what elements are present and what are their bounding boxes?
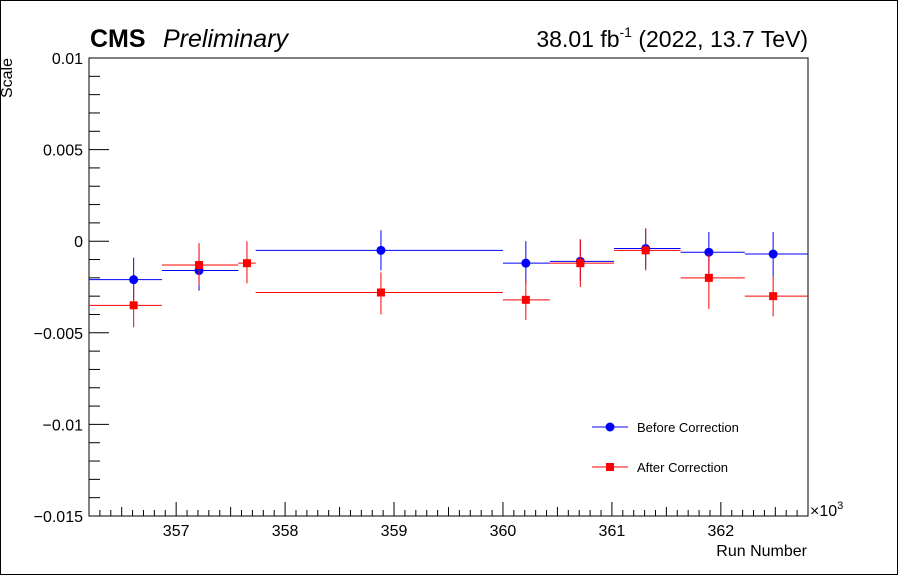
legend-entry-before-correction: Before Correction	[592, 420, 739, 435]
y-tick-label: −0.015	[34, 509, 83, 526]
y-tick-label: 0.005	[43, 143, 83, 160]
data-point-before	[680, 232, 745, 275]
legend-label-before-correction: Before Correction	[637, 420, 739, 435]
energy-year-label: (2022, 13.7 TeV)	[632, 26, 808, 52]
axis-tick-labels: 357 358 359 360 361 362 0.01 0.005 0 −0.005 −0.01 −…	[34, 51, 735, 540]
data-point-after	[680, 254, 745, 309]
preliminary-label: Preliminary	[163, 25, 290, 53]
data-point-before	[89, 257, 162, 300]
data-point-after	[255, 272, 503, 315]
x-tick-label: 358	[272, 523, 299, 540]
legend-entry-after-correction: After Correction	[592, 460, 728, 475]
x-tick-label: 360	[490, 523, 517, 540]
legend: Before Correction After Correction	[592, 420, 739, 475]
data-point-after	[502, 279, 550, 320]
y-tick-label: 0	[74, 234, 83, 251]
data-point-before	[255, 230, 503, 271]
marker-square	[769, 292, 778, 301]
marker-circle	[376, 245, 386, 255]
x-axis-multiplier-base: ×10	[810, 503, 837, 520]
marker-square	[129, 301, 138, 310]
marker-square	[704, 273, 713, 282]
data-point-after	[161, 243, 239, 286]
marker-circle	[768, 249, 778, 259]
y-tick-label: −0.01	[43, 417, 84, 434]
data-point-after	[238, 241, 256, 284]
axis-ticks	[88, 57, 809, 517]
luminosity-unit-exponent: -1	[620, 24, 633, 40]
data-point-before	[161, 248, 239, 291]
marker-square	[576, 259, 585, 268]
plot-area-frame	[88, 57, 809, 517]
data-series	[89, 228, 808, 328]
marker-square	[641, 246, 650, 255]
x-tick-label: 362	[707, 523, 734, 540]
legend-marker-before	[605, 422, 615, 432]
x-axis-title: Run Number	[716, 543, 807, 560]
marker-square	[195, 261, 204, 270]
luminosity-label: 38.01 fb-1 (2022, 13.7 TeV)	[536, 24, 808, 52]
y-axis-title: Scale	[0, 58, 16, 98]
data-point-after	[89, 285, 162, 328]
x-axis-multiplier: ×103	[810, 500, 843, 520]
data-point-after	[744, 276, 808, 317]
marker-circle	[129, 275, 139, 285]
x-tick-label: 361	[599, 523, 626, 540]
marker-square	[242, 259, 251, 268]
legend-marker-after	[606, 463, 614, 471]
marker-square	[376, 288, 385, 297]
data-point-before	[744, 232, 808, 277]
marker-circle	[704, 247, 714, 257]
y-tick-label: 0.01	[52, 51, 83, 68]
x-tick-label: 359	[381, 523, 408, 540]
luminosity-value: 38.01 fb	[536, 26, 619, 52]
x-tick-label: 357	[163, 523, 190, 540]
marker-circle	[521, 258, 531, 268]
data-point-after	[614, 228, 681, 271]
x-axis-multiplier-exponent: 3	[837, 500, 843, 512]
data-point-after	[549, 239, 615, 287]
data-point-before	[502, 241, 550, 284]
y-tick-label: −0.005	[34, 326, 83, 343]
marker-square	[521, 295, 530, 304]
cms-label: CMS	[90, 25, 146, 53]
legend-label-after-correction: After Correction	[637, 460, 728, 475]
